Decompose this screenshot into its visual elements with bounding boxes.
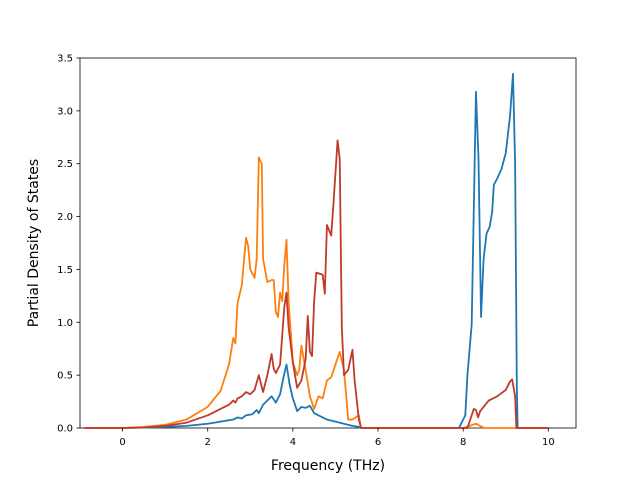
y-tick-label: 1.5 <box>57 265 73 276</box>
x-axis-ticks: 0 2 4 6 8 10 <box>119 428 555 448</box>
x-tick-label: 6 <box>375 437 381 448</box>
series-layer <box>84 72 549 429</box>
y-tick-label: 1.0 <box>57 318 73 329</box>
x-tick-label: 2 <box>205 437 211 448</box>
x-tick-label: 4 <box>290 437 296 448</box>
y-axis-label: Partial Density of States <box>26 159 42 327</box>
series-line-3 <box>84 139 549 429</box>
y-tick-label: 3.5 <box>57 54 73 65</box>
y-tick-label: 2.0 <box>57 212 73 223</box>
series-line-1 <box>84 72 549 429</box>
x-tick-label: 10 <box>542 437 555 448</box>
x-axis-label: Frequency (THz) <box>271 458 385 474</box>
plot-frame <box>79 57 577 429</box>
x-tick-label: 0 <box>119 437 125 448</box>
y-tick-label: 3.0 <box>57 106 73 117</box>
y-tick-label: 0.0 <box>57 424 73 435</box>
y-tick-label: 2.5 <box>57 159 73 170</box>
x-tick-label: 8 <box>460 437 466 448</box>
series-line-2 <box>84 156 549 429</box>
y-tick-label: 0.5 <box>57 371 73 382</box>
y-axis-ticks: 0.0 0.5 1.0 1.5 2.0 2.5 3.0 3.5 <box>57 54 80 435</box>
